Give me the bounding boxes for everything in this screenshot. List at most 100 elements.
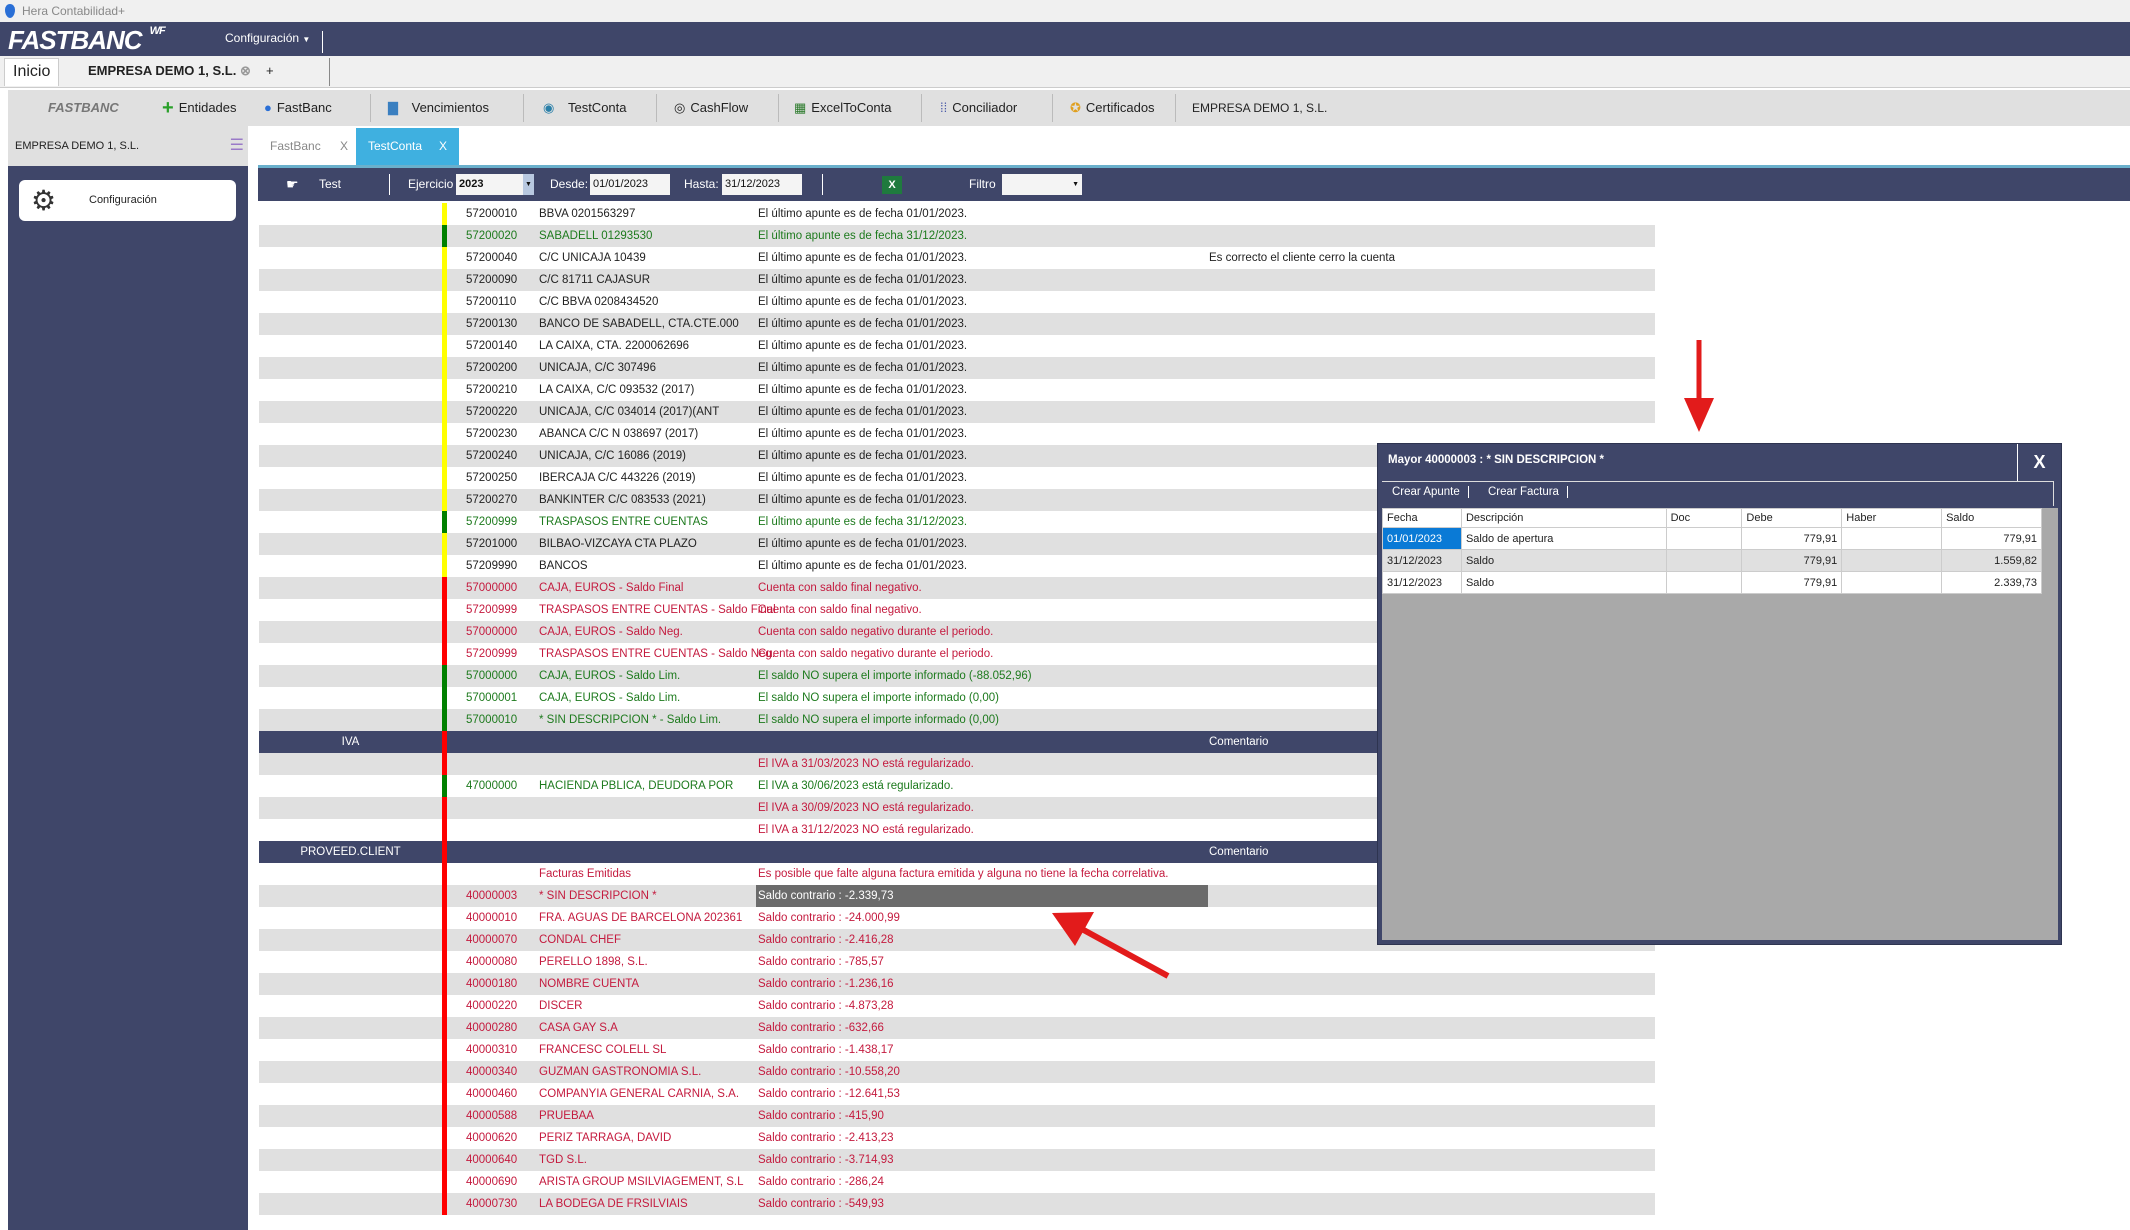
check-message[interactable]: El último apunte es de fecha 01/01/2023. [758,560,968,572]
table-row[interactable]: 40000620 PERIZ TARRAGA, DAVID Saldo contra… [259,1127,1655,1149]
check-message[interactable]: El IVA a 30/09/2023 NO está regularizado… [758,802,974,814]
table-row[interactable]: 40000690 ARISTA GROUP MSILVIAGEMENT, S.L S… [259,1171,1655,1193]
table-row[interactable]: 57200110 C/C BBVA 0208434520 El último apu… [259,291,1655,313]
check-message[interactable]: Saldo contrario : -286,24 [758,1176,884,1188]
check-message[interactable]: El último apunte es de fecha 01/01/2023. [758,274,968,286]
table-row[interactable]: 57200210 LA CAIXA, C/C 093532 (2017) El úl… [259,379,1655,401]
comment[interactable]: Es correcto el cliente cerro la cuenta [1209,252,1396,264]
column-header[interactable]: Fecha [1382,508,1462,528]
toolbar-certificados[interactable]: ✪ Certificados [1070,90,1155,126]
table-row[interactable]: 40000588 PRUEBAA Saldo contrario : -415,90 [259,1105,1655,1127]
hasta-input[interactable]: 31/12/2023 [722,174,802,195]
configuracion-menu[interactable]: Configuración ▼ [225,31,324,53]
check-message[interactable]: Saldo contrario : -3.714,93 [758,1154,894,1166]
check-message[interactable]: Cuenta con saldo negativo durante el per… [758,648,994,660]
table-row[interactable]: 57000000 CAJA, EUROS - Saldo Final Cuenta … [259,577,1655,599]
test-button[interactable]: Test [319,177,342,191]
close-icon[interactable]: ⊗ [239,63,251,78]
table-row[interactable]: 57200020 SABADELL 01293530 El último apunt… [259,225,1655,247]
table-row[interactable]: 57200010 BBVA 0201563297 El último apunte … [259,203,1655,225]
check-message[interactable]: El último apunte es de fecha 01/01/2023. [758,406,968,418]
toolbar-vencimientos[interactable]: ▇ Vencimientos [388,90,489,126]
check-message[interactable]: El último apunte es de fecha 01/01/2023. [758,252,968,264]
table-row[interactable]: 57200999 TRASPASOS ENTRE CUENTAS El último… [259,511,1655,533]
check-message[interactable]: El último apunte es de fecha 01/01/2023. [758,340,968,352]
close-icon[interactable]: X [339,139,348,153]
crear-apunte-button[interactable]: Crear Apunte [1392,486,1469,498]
section-header[interactable]: PROVEED.CLIENT Comentario [259,841,1655,863]
table-row[interactable]: 47000000 HACIENDA PBLICA, DEUDORA POR El I… [259,775,1655,797]
filtro-select[interactable]: ▼ [1002,174,1082,195]
check-message[interactable]: El saldo NO supera el importe informado … [758,714,999,726]
check-message[interactable]: El último apunte es de fecha 01/01/2023. [758,450,968,462]
toolbar-cashflow[interactable]: ◎ CashFlow [674,90,748,126]
check-message[interactable]: Saldo contrario : -4.873,28 [758,1000,894,1012]
toolbar-exceltoconta[interactable]: ▦ ExcelToConta [794,90,892,126]
add-tab-button[interactable]: + [258,58,330,86]
excel-export-icon[interactable]: X [882,176,902,194]
table-row[interactable]: 57000000 CAJA, EUROS - Saldo Lim. El saldo… [259,665,1655,687]
table-row[interactable]: 57201000 BILBAO-VIZCAYA CTA PLAZO El últim… [259,533,1655,555]
check-message[interactable]: El último apunte es de fecha 31/12/2023. [758,230,968,242]
table-row[interactable]: El IVA a 31/03/2023 NO está regularizado… [259,753,1655,775]
check-message[interactable]: El IVA a 31/12/2023 NO está regularizado… [758,824,974,836]
check-message[interactable]: Saldo contrario : -24.000,99 [758,912,900,924]
close-icon[interactable]: X [438,139,447,153]
table-row[interactable]: 57200230 ABANCA C/C N 038697 (2017) El últ… [259,423,1655,445]
column-header[interactable]: Haber [1841,508,1943,528]
sidebar-item-configuracion[interactable]: ⚙ Configuración [19,180,236,221]
menu-icon[interactable]: ☰ [229,137,244,154]
toolbar-conciliador[interactable]: ⁞⁞ Conciliador [940,90,1017,126]
table-row[interactable]: 40000010 FRA. AGUAS DE BARCELONA 202361 Sa… [259,907,1655,929]
ejercicio-select[interactable]: 2023 ▼ [456,174,534,195]
table-row[interactable]: 40000340 GUZMAN GASTRONOMIA S.L. Saldo con… [259,1061,1655,1083]
test-icon[interactable]: ☛ [286,176,299,192]
table-row[interactable]: 40000310 FRANCESC COLELL SL Saldo contrari… [259,1039,1655,1061]
check-message[interactable]: El IVA a 30/06/2023 está regularizado. [758,780,954,792]
check-message[interactable]: Saldo contrario : -1.236,16 [758,978,894,990]
table-row[interactable]: 57200250 IBERCAJA C/C 443226 (2019) El últ… [259,467,1655,489]
tab-company[interactable]: EMPRESA DEMO 1, S.L. ⊗ [80,58,259,86]
column-header[interactable]: Doc [1665,508,1743,528]
toolbar-testconta[interactable]: ◉ TestConta [543,90,627,126]
section-header[interactable]: IVA Comentario [259,731,1655,753]
check-message[interactable]: Saldo contrario : -2.413,23 [758,1132,894,1144]
check-message[interactable]: Saldo contrario : -549,93 [758,1198,884,1210]
table-row[interactable]: 57000010 * SIN DESCRIPCION * - Saldo Lim.… [259,709,1655,731]
check-message[interactable]: Cuenta con saldo final negativo. [758,604,922,616]
check-message[interactable]: El último apunte es de fecha 01/01/2023. [758,384,968,396]
table-row[interactable]: 40000180 NOMBRE CUENTA Saldo contrario : -… [259,973,1655,995]
check-message[interactable]: El último apunte es de fecha 01/01/2023. [758,296,968,308]
check-message[interactable]: El último apunte es de fecha 01/01/2023. [758,538,968,550]
check-message[interactable]: Saldo contrario : -785,57 [758,956,884,968]
check-message[interactable]: El saldo NO supera el importe informado … [758,692,999,704]
table-row[interactable]: El IVA a 30/09/2023 NO está regularizado… [259,797,1655,819]
check-message[interactable]: El saldo NO supera el importe informado … [758,670,1032,682]
table-row[interactable]: 57200999 TRASPASOS ENTRE CUENTAS - Saldo … [259,599,1655,621]
table-row[interactable]: 40000070 CONDAL CHEF Saldo contrario : -2.… [259,929,1655,951]
check-message[interactable]: El último apunte es de fecha 31/12/2023. [758,516,968,528]
table-row[interactable]: 57200040 C/C UNICAJA 10439 El último apunt… [259,247,1655,269]
table-row[interactable]: 57000001 CAJA, EUROS - Saldo Lim. El saldo… [259,687,1655,709]
table-row[interactable]: Facturas Emitidas Es posible que falte al… [259,863,1655,885]
toolbar-entidades[interactable]: + Entidades [162,90,237,126]
tab-fastbanc[interactable]: FastBanc X [258,128,356,165]
desde-input[interactable]: 01/01/2023 [590,174,670,195]
check-message[interactable]: El último apunte es de fecha 01/01/2023. [758,318,968,330]
close-button[interactable]: X [2017,444,2061,481]
toolbar-fastbanc[interactable]: ● FastBanc [264,90,332,126]
ledger-row[interactable]: 31/12/2023 Saldo 779,91 1.559,82 [1382,549,2042,572]
table-row[interactable]: 57209990 BANCOS El último apunte es de fec… [259,555,1655,577]
check-message[interactable]: Cuenta con saldo negativo durante el per… [758,626,994,638]
table-row[interactable]: 57200090 C/C 81711 CAJASUR El último apunt… [259,269,1655,291]
table-row[interactable]: El IVA a 31/12/2023 NO está regularizado… [259,819,1655,841]
check-message[interactable]: Saldo contrario : -2.416,28 [758,934,894,946]
table-row[interactable]: 57200200 UNICAJA, C/C 307496 El último apu… [259,357,1655,379]
check-message[interactable]: El último apunte es de fecha 01/01/2023. [758,428,968,440]
table-row[interactable]: 40000080 PERELLO 1898, S.L. Saldo contrari… [259,951,1655,973]
ledger-row[interactable]: 31/12/2023 Saldo 779,91 2.339,73 [1382,571,2042,594]
table-row[interactable]: 57200240 UNICAJA, C/C 16086 (2019) El últi… [259,445,1655,467]
column-header[interactable]: Debe [1741,508,1843,528]
table-row[interactable]: 40000640 TGD S.L. Saldo contrario : -3.714… [259,1149,1655,1171]
column-header[interactable]: Saldo [1941,508,2042,528]
